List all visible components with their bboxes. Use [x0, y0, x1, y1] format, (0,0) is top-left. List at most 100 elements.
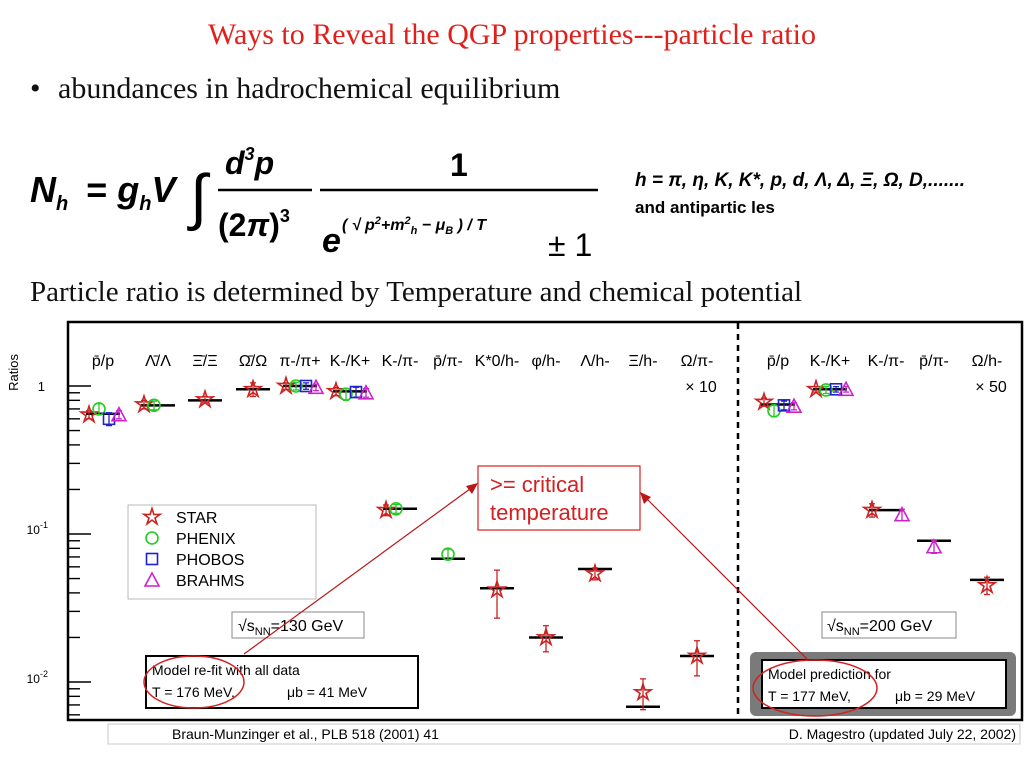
y-tick-label-0.1: 10-1 [27, 520, 48, 537]
data-point-phobos [102, 412, 116, 426]
data-point-star [753, 390, 775, 411]
data-point-star [976, 574, 998, 595]
legend-label-phenix: PHENIX [176, 531, 236, 548]
formula-dp: d3p [225, 144, 274, 181]
data-point-phobos [349, 385, 363, 399]
citation-bar [107, 723, 1021, 745]
data-point-star [486, 578, 508, 599]
data-point-star [861, 498, 883, 520]
particle-ratio-chart: Ratios 1 10-1 10-2 p̄/p Λ̄/Λ Ξ̄/Ξ Ω̄/Ω π-/π+… [6, 320, 1024, 745]
model-prediction-box [761, 659, 1007, 709]
model-prediction-line3: μb = 29 MeV [895, 688, 976, 704]
species-line: h = π, η, K, K*, p, d, Λ, Δ, Ξ, Ω, D,...… [635, 170, 966, 191]
formula-pm-one: ± 1 [548, 227, 592, 263]
category-label: Ω/π- [681, 353, 714, 370]
formula-lhs: Nh = ghV [30, 169, 178, 215]
callout-arrow-right [643, 495, 809, 661]
category-label: K-/K+ [810, 353, 850, 370]
y-tick-label-1: 1 [38, 379, 45, 394]
formula-e: e [322, 222, 341, 260]
data-point-brahms [893, 506, 911, 522]
category-label: K-/π- [868, 353, 905, 370]
category-label: Ξ/h- [628, 353, 657, 370]
callout-arrowhead-left [466, 483, 478, 494]
formula-2pi: (2π)3 [218, 206, 290, 243]
bullet-point: • abundances in hadrochemical equilibrium [30, 72, 560, 106]
category-label: p̄/p [92, 353, 114, 370]
category-label: K-/π- [382, 353, 419, 370]
data-point-phenix [339, 387, 353, 402]
data-point-phenix [441, 547, 455, 562]
y-axis-label: Ratios [6, 354, 21, 391]
data-point-phenix [389, 502, 403, 516]
model-refit-line3: μb = 41 MeV [287, 684, 368, 700]
data-point-brahms [307, 378, 325, 395]
data-point-star [242, 378, 264, 399]
bullet-icon: • [30, 72, 41, 105]
data-point-brahms [110, 405, 128, 422]
energy-box-130 [231, 611, 365, 639]
data-point-brahms [837, 380, 855, 397]
callout-box [477, 465, 641, 531]
category-label: p̄/p [767, 353, 789, 370]
legend-label-phobos: PHOBOS [176, 552, 244, 569]
model-refit-box [145, 655, 419, 709]
citation-right: D. Magestro (updated July 22, 2002) [789, 726, 1016, 742]
data-point-star [194, 388, 216, 409]
refit-highlight-ellipse [143, 655, 245, 709]
legend-label-star: STAR [176, 510, 217, 527]
category-multiplier: × 10 [685, 379, 717, 396]
legend-marker-phobos [145, 552, 159, 566]
legend-marker-star [141, 505, 163, 527]
data-point-phenix [289, 379, 303, 393]
category-label: Λ/h- [580, 353, 609, 370]
model-refit-line2: T = 176 MeV, [152, 684, 235, 700]
category-label: Ξ̄/Ξ [192, 353, 217, 370]
legend: STAR PHENIX PHOBOS BRAHMS [141, 505, 244, 590]
formula-one: 1 [450, 147, 468, 183]
category-label: p̄/π- [919, 353, 949, 370]
citation-left: Braun-Munzinger et al., PLB 518 (2001) 4… [172, 726, 439, 742]
data-point-brahms [785, 397, 803, 414]
model-prediction-line1: Model prediction for [768, 666, 891, 682]
data-point-phenix [147, 398, 161, 413]
data-point-phenix [92, 402, 106, 416]
legend-marker-brahms [143, 571, 161, 587]
data-point-star [535, 626, 557, 647]
energy-box-200 [821, 611, 957, 639]
bullet-text: abundances in hadrochemical equilibrium [58, 72, 561, 105]
slide-title: Ways to Reveal the QGP properties---part… [208, 18, 816, 51]
data-point-star [275, 374, 297, 396]
data-point-star [375, 498, 397, 520]
category-label: p̄/π- [433, 353, 463, 370]
data-point-brahms [357, 384, 375, 400]
data-point-phobos [299, 379, 313, 393]
y-axis-ticks [69, 385, 91, 716]
data-point-phenix [819, 383, 833, 397]
category-multiplier: × 50 [975, 379, 1007, 396]
data-point-phobos [777, 399, 791, 412]
boltzmann-formula: Nh = ghV ∫ d3p (2π)3 1 e ( √ p2+m2h − μB… [30, 144, 598, 263]
category-label: π-/π+ [279, 353, 320, 370]
callout-line1: >= critical [490, 472, 584, 497]
legend-label-brahms: BRAHMS [176, 573, 244, 590]
y-tick-label-0.01: 10-2 [27, 669, 48, 686]
category-label: Ω/h- [972, 353, 1003, 370]
data-point-star [632, 681, 654, 702]
category-label: Ω̄/Ω [239, 353, 267, 370]
prediction-highlight-ellipse [752, 659, 878, 717]
data-point-star [584, 562, 606, 583]
legend-marker-phenix [145, 531, 159, 545]
model-prediction-line2: T = 177 MeV, [768, 688, 851, 704]
species-list: h = π, η, K, K*, p, d, Λ, Δ, Ξ, Ω, D,...… [635, 170, 1015, 218]
category-label: φ/h- [531, 353, 560, 370]
legend-box [127, 504, 317, 600]
data-marks [78, 374, 1004, 711]
data-point-brahms [925, 538, 943, 554]
category-label: K*0/h- [475, 353, 519, 370]
callout-line2: temperature [490, 500, 609, 525]
data-point-star [805, 378, 827, 399]
category-label: Λ̄/Λ [145, 353, 171, 370]
formula-exponent: ( √ p2+m2h − μB ) / T [342, 215, 487, 237]
antiparticles-line: and antipartic les [635, 198, 775, 217]
